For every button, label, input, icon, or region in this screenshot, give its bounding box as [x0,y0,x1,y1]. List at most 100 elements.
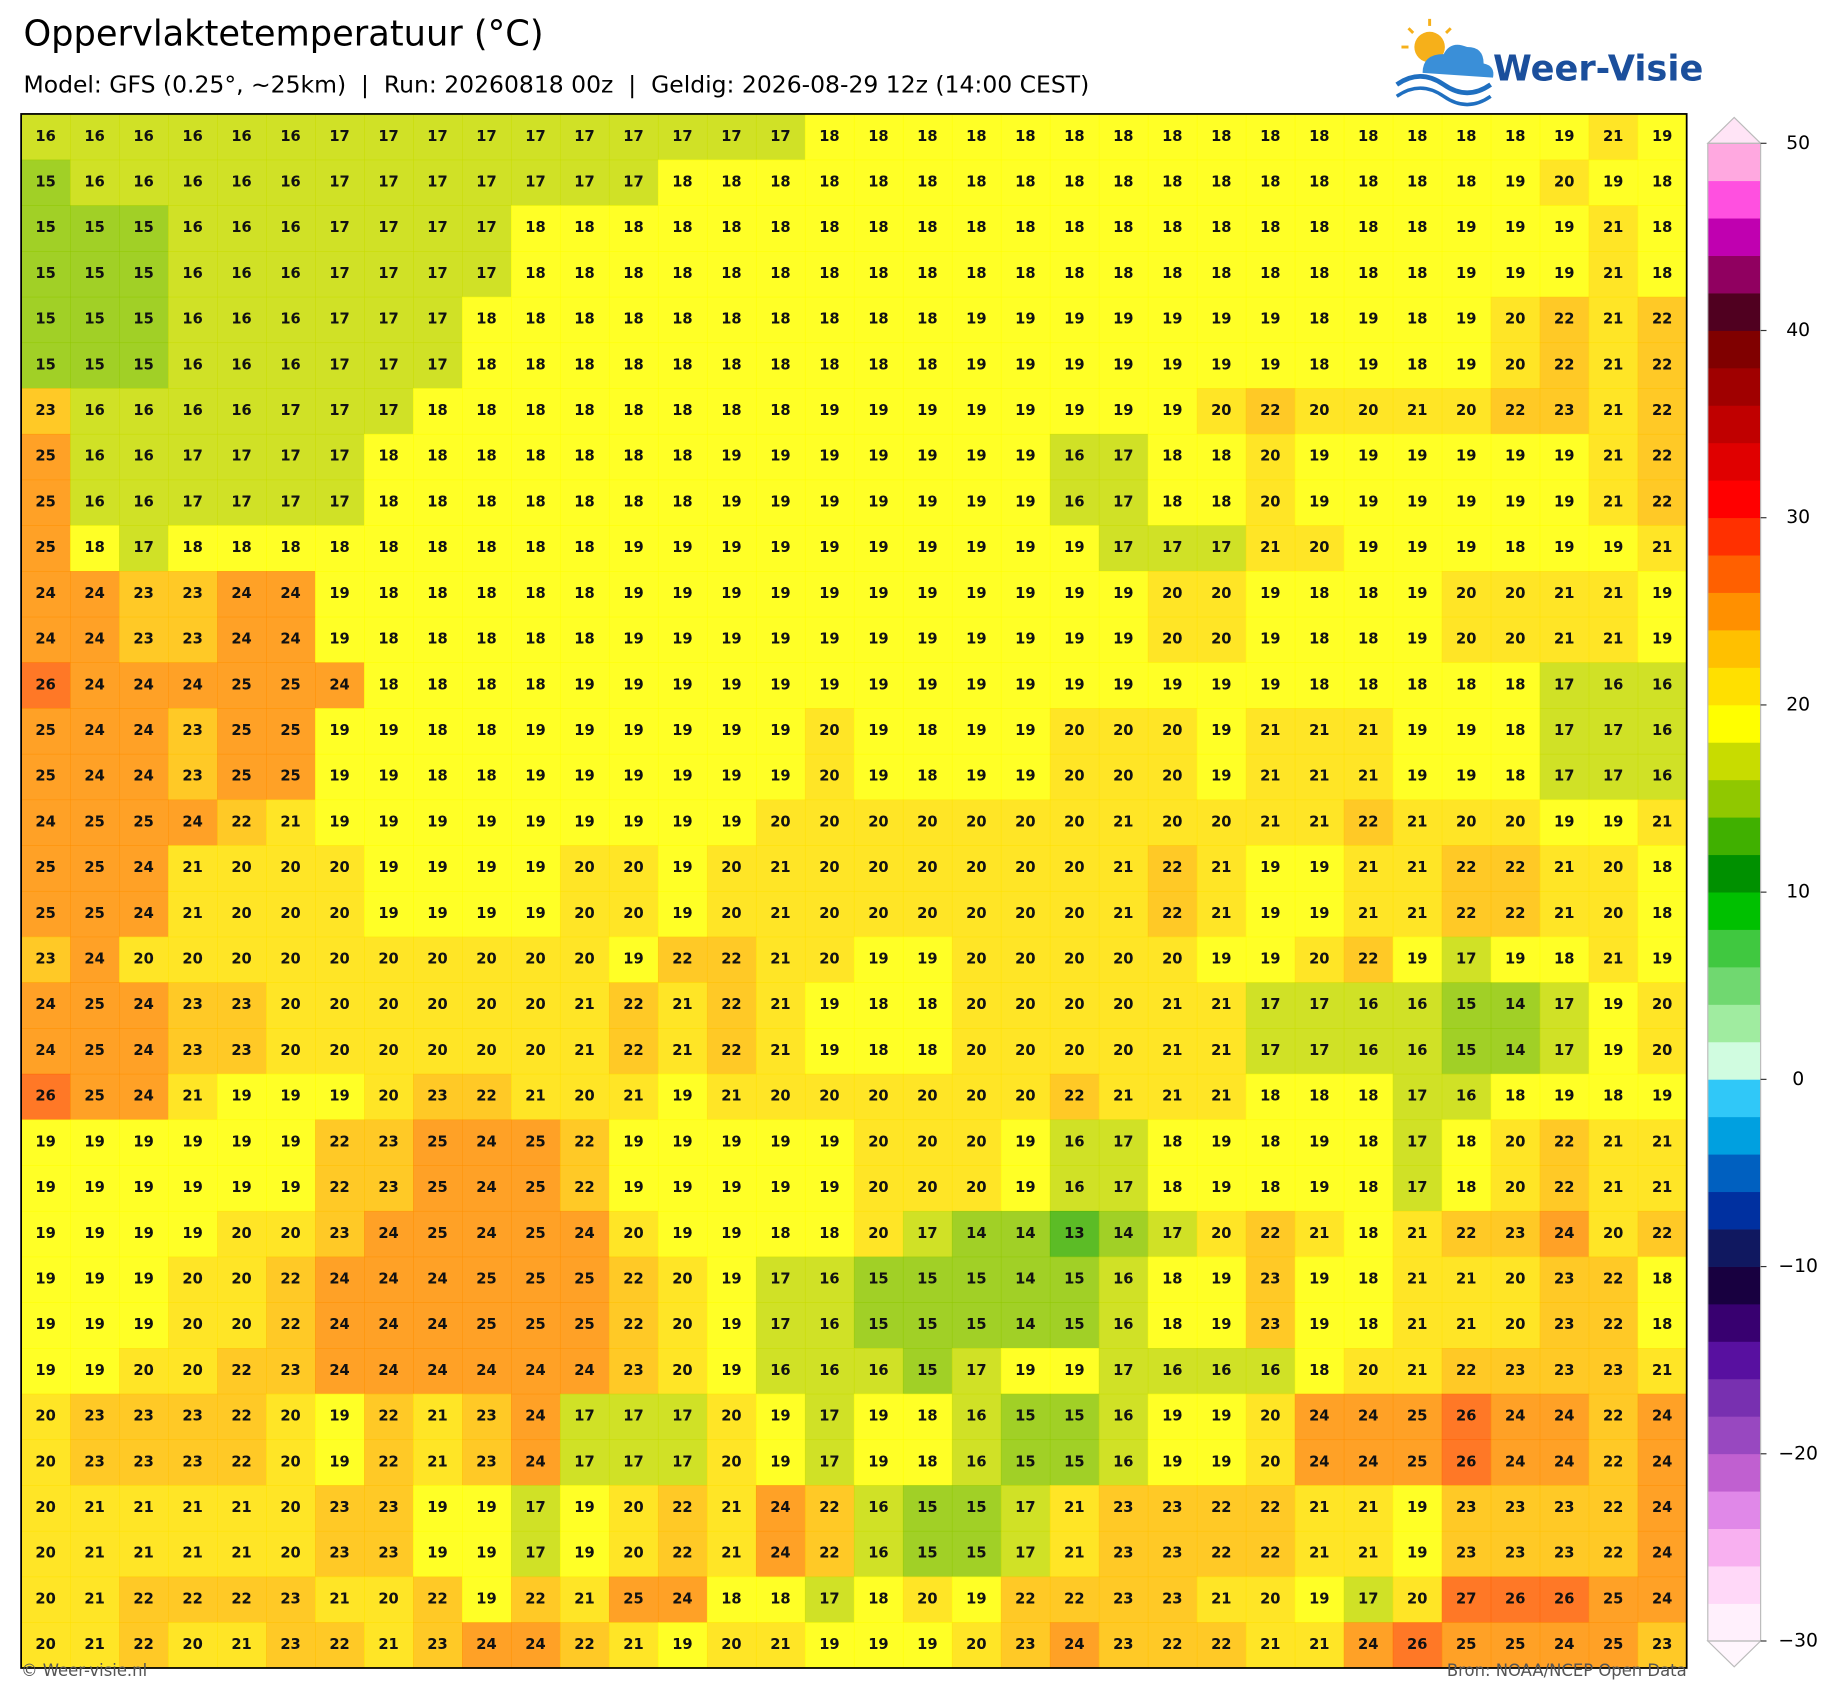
temp-cell [902,1530,953,1578]
temp-label: 20 [182,951,202,968]
temp-label: 25 [525,1133,545,1150]
temp-label: 17 [1554,996,1574,1013]
temp-label: 20 [623,1499,643,1516]
temp-label: 21 [1064,1545,1084,1562]
temp-cell [1049,1165,1100,1212]
temp-cell [755,251,806,298]
temp-cell [1147,845,1198,892]
temp-label: 24 [182,676,202,693]
temp-label: 17 [427,311,447,328]
temp-cell [1588,1119,1639,1166]
temp-cell [1539,1393,1590,1441]
temp-cell [755,753,806,801]
temp-label: 18 [1162,1270,1182,1287]
temp-label: 19 [1554,128,1574,145]
temp-cell [21,1530,71,1578]
temp-cell [559,1439,610,1486]
temp-cell [902,296,953,344]
temp-cell [1196,1485,1247,1532]
temp-cell [755,205,806,252]
temp-label: 20 [623,1225,643,1242]
temp-label: 20 [1064,722,1084,739]
temp-label: 18 [1652,265,1672,282]
temp-cell [462,342,512,389]
temp-cell [462,159,512,206]
temp-label: 19 [1554,1088,1574,1105]
temp-cell [706,1393,757,1441]
temp-cell [315,296,365,344]
temp-label: 22 [329,1179,349,1196]
temp-cell [804,1210,855,1258]
temp-label: 18 [574,631,594,648]
temp-cell [1245,1576,1296,1623]
temp-label: 19 [819,996,839,1013]
temp-cell [1637,159,1688,206]
temp-label: 19 [868,768,888,785]
temp-label: 20 [819,768,839,785]
temp-cell [1392,1119,1443,1166]
temp-label: 19 [623,1133,643,1150]
temp-cell [1196,1073,1247,1121]
temp-label: 18 [1309,311,1329,328]
colorbar-segment [1707,1041,1761,1080]
temp-label: 20 [770,813,790,830]
temp-label: 19 [917,676,937,693]
temp-cell [1637,753,1688,801]
temp-cell [1539,1576,1590,1623]
temp-label: 21 [1603,493,1623,510]
temp-cell [1637,1348,1688,1395]
temp-label: 24 [427,1362,447,1379]
temp-label: 20 [1652,1042,1672,1059]
temp-cell [755,1622,806,1669]
temp-cell [217,525,267,572]
temp-cell [413,571,463,618]
temp-label: 17 [1113,448,1133,465]
temp-cell [804,845,855,892]
temp-cell [1196,1210,1247,1258]
temp-label: 22 [574,1636,594,1653]
temp-cell [1245,113,1296,161]
temp-label: 22 [1652,311,1672,328]
temp-cell [70,1530,120,1578]
temp-cell [706,1485,757,1532]
temp-label: 20 [721,859,741,876]
temp-cell [413,296,463,344]
temp-label: 19 [1505,448,1525,465]
temp-label: 24 [672,1590,692,1607]
temp-cell [1490,479,1541,526]
temp-label: 20 [231,1316,251,1333]
temp-label: 20 [966,951,986,968]
temp-label: 21 [1603,219,1623,236]
temp-cell [755,1256,806,1303]
temp-cell [1245,753,1296,801]
temp-label: 17 [1309,1042,1329,1059]
temp-label: 18 [819,1225,839,1242]
temp-label: 17 [280,493,300,510]
temp-cell [413,205,463,252]
temp-label: 24 [133,1042,153,1059]
temp-label: 18 [623,356,643,373]
temp-label: 19 [917,402,937,419]
temp-cell [1245,890,1296,938]
temp-cell [462,1439,512,1486]
colorbar-segment [1707,180,1761,219]
temp-label: 24 [1652,1499,1672,1516]
temp-cell [1196,525,1247,572]
temp-label: 16 [1064,493,1084,510]
temp-cell [1245,616,1296,664]
temp-label: 19 [721,1362,741,1379]
temp-label: 20 [231,905,251,922]
temp-cell [1294,982,1345,1029]
temp-cell [1588,616,1639,664]
temp-cell [462,982,512,1029]
temp-cell [706,251,757,298]
temp-label: 17 [1554,768,1574,785]
temp-cell [315,433,365,481]
temp-label: 17 [329,265,349,282]
temp-label: 22 [1603,1316,1623,1333]
temp-label: 16 [1358,1042,1378,1059]
temp-cell [119,159,169,206]
temp-cell [1147,1302,1198,1349]
colorbar-tick-label: 30 [1786,507,1810,528]
temp-cell [1588,1393,1639,1441]
